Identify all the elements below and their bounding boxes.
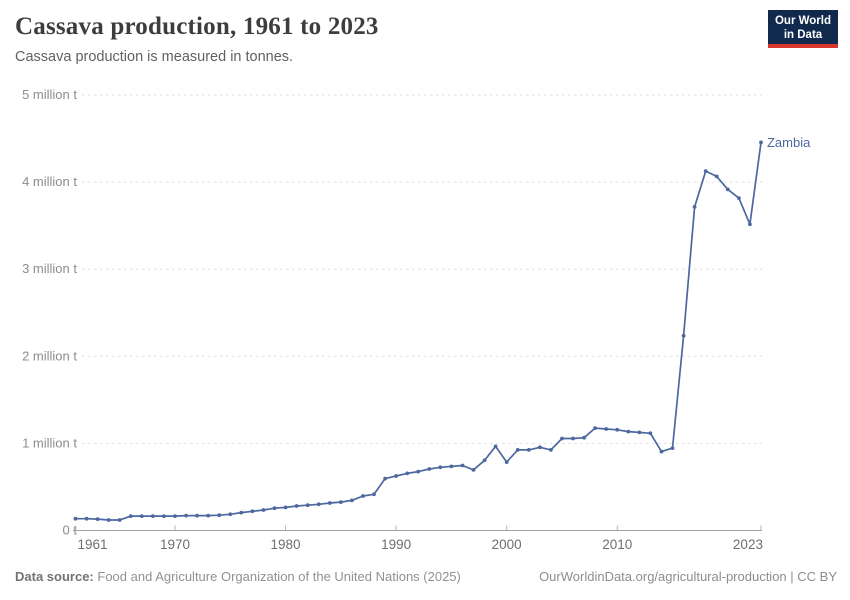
data-point-marker[interactable] <box>305 503 310 508</box>
data-source: Data source: Food and Agriculture Organi… <box>15 569 461 584</box>
data-point-marker[interactable] <box>350 498 354 503</box>
data-point-marker[interactable] <box>593 426 597 430</box>
data-point-marker[interactable] <box>670 446 675 450</box>
data-point-marker[interactable] <box>372 492 376 497</box>
data-point-marker[interactable] <box>184 513 189 518</box>
data-point-marker[interactable] <box>84 516 89 521</box>
data-point-marker[interactable] <box>504 460 509 464</box>
chart-subtitle: Cassava production is measured in tonnes… <box>15 49 294 65</box>
data-point-marker[interactable] <box>482 458 487 463</box>
data-point-marker[interactable] <box>361 494 365 498</box>
data-point-marker[interactable] <box>239 510 244 515</box>
data-point-marker[interactable] <box>338 500 343 504</box>
y-axis-tick-label: 4 million t <box>22 174 77 189</box>
y-axis-tick-label: 2 million t <box>22 348 77 363</box>
chart-header: Cassava production, 1961 to 2023 Cassava… <box>15 12 745 66</box>
data-point-marker[interactable] <box>460 463 465 468</box>
data-point-marker[interactable] <box>692 205 697 209</box>
data-point-marker[interactable] <box>73 516 78 521</box>
data-point-marker[interactable] <box>427 467 432 471</box>
series-line[interactable] <box>75 142 762 521</box>
data-point-marker[interactable] <box>604 427 609 431</box>
data-point-marker[interactable] <box>648 431 653 436</box>
x-axis-tick-label: 1961 <box>78 537 108 552</box>
data-point-marker[interactable] <box>538 445 542 450</box>
data-point-marker[interactable] <box>681 333 686 338</box>
data-point-marker[interactable] <box>515 448 520 452</box>
data-point-marker[interactable] <box>748 222 752 227</box>
data-point-marker[interactable] <box>294 504 299 508</box>
data-point-marker[interactable] <box>560 436 564 441</box>
data-point-marker[interactable] <box>327 501 332 505</box>
y-axis-tick-label: 5 million t <box>22 87 77 102</box>
data-point-marker[interactable] <box>438 465 443 470</box>
x-axis-tick-label: 2000 <box>492 537 522 552</box>
page-title: Cassava production, 1961 to 2023 <box>15 13 379 40</box>
data-point-marker[interactable] <box>703 169 708 174</box>
data-point-marker[interactable] <box>195 513 200 518</box>
x-axis-tick-label: 1980 <box>271 537 301 552</box>
data-point-marker[interactable] <box>526 448 531 452</box>
data-point-marker[interactable] <box>714 174 719 179</box>
data-point-marker[interactable] <box>117 518 122 522</box>
data-point-marker[interactable] <box>582 435 586 440</box>
data-point-marker[interactable] <box>737 196 741 201</box>
data-point-marker[interactable] <box>151 514 155 518</box>
data-point-marker[interactable] <box>471 468 476 472</box>
x-axis-tick-label: 2023 <box>733 537 763 552</box>
data-point-marker[interactable] <box>571 436 575 441</box>
x-axis-tick-label: 1990 <box>381 537 411 552</box>
data-point-marker[interactable] <box>128 514 133 518</box>
y-axis-tick-label: 3 million t <box>22 261 77 276</box>
data-point-marker[interactable] <box>95 517 100 521</box>
owid-logo[interactable]: Our World in Data <box>768 10 838 48</box>
x-axis-tick-label: 2010 <box>602 537 632 552</box>
series-entity-label[interactable]: Zambia <box>767 135 811 150</box>
y-axis-tick-label: 1 million t <box>22 435 77 450</box>
data-source-label: Data source: <box>15 569 94 584</box>
data-point-marker[interactable] <box>383 476 387 481</box>
data-point-marker[interactable] <box>250 509 255 514</box>
data-point-marker[interactable] <box>272 506 277 511</box>
data-point-marker[interactable] <box>615 427 620 432</box>
data-point-marker[interactable] <box>217 513 222 518</box>
data-point-marker[interactable] <box>162 514 166 518</box>
data-point-marker[interactable] <box>725 187 730 192</box>
data-point-marker[interactable] <box>206 513 211 518</box>
data-point-marker[interactable] <box>759 140 763 145</box>
data-point-marker[interactable] <box>416 469 421 474</box>
data-point-marker[interactable] <box>549 448 553 452</box>
data-point-marker[interactable] <box>394 474 398 478</box>
data-point-marker[interactable] <box>106 518 111 522</box>
data-point-marker[interactable] <box>228 512 233 517</box>
footer-credit-link[interactable]: OurWorldinData.org/agricultural-producti… <box>539 569 837 584</box>
data-point-marker[interactable] <box>405 471 410 476</box>
data-point-marker[interactable] <box>493 444 498 449</box>
y-axis-tick-label: 0 t <box>63 523 78 538</box>
data-point-marker[interactable] <box>261 508 266 512</box>
data-point-marker[interactable] <box>659 449 664 454</box>
data-point-marker[interactable] <box>449 464 454 469</box>
data-point-marker[interactable] <box>626 429 631 434</box>
data-point-marker[interactable] <box>283 505 288 510</box>
data-point-marker[interactable] <box>316 502 321 507</box>
logo-red-bar <box>768 44 838 48</box>
data-point-marker[interactable] <box>139 514 144 518</box>
logo-line2: in Data <box>783 29 823 41</box>
data-point-marker[interactable] <box>173 514 177 518</box>
logo-line1: Our World <box>774 15 831 28</box>
chart-footer: Data source: Food and Agriculture Organi… <box>15 569 837 584</box>
x-axis-tick-label: 1970 <box>160 537 190 552</box>
data-source-text: Food and Agriculture Organization of the… <box>97 569 461 584</box>
data-point-marker[interactable] <box>637 430 642 435</box>
